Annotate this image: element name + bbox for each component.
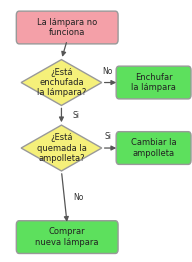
Polygon shape [21,125,102,171]
Text: No: No [103,67,113,76]
FancyBboxPatch shape [16,221,118,254]
Text: Enchufar
la lámpara: Enchufar la lámpara [131,73,176,92]
Text: Cambiar la
ampolleta: Cambiar la ampolleta [131,138,176,158]
Polygon shape [21,60,102,105]
Text: ¿Está
enchufada
la lámpara?: ¿Está enchufada la lámpara? [37,68,86,97]
Text: Comprar
nueva lámpara: Comprar nueva lámpara [36,227,99,247]
Text: No: No [73,193,83,202]
FancyBboxPatch shape [116,132,191,165]
Text: Si: Si [73,111,80,120]
Text: ¿Está
quemada la
ampolleta?: ¿Está quemada la ampolleta? [36,133,86,163]
FancyBboxPatch shape [16,11,118,44]
Text: Si: Si [104,133,111,141]
Text: La lámpara no
funciona: La lámpara no funciona [37,18,97,37]
FancyBboxPatch shape [116,66,191,99]
